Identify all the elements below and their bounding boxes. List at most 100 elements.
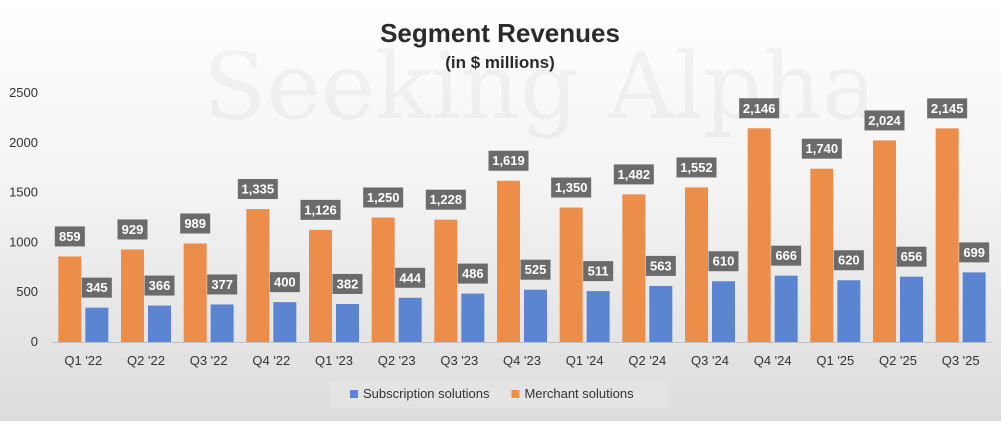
subscription-data-label: 666 <box>775 248 797 263</box>
merchant-data-label: 2,145 <box>931 101 964 116</box>
subscription-solutions-bar <box>85 307 109 342</box>
merchant-data-label-box <box>739 98 780 119</box>
subscription-solutions-bar <box>398 297 422 342</box>
merchant-solutions-bar <box>873 140 896 342</box>
subscription-solutions-bar <box>336 303 359 342</box>
merchant-solutions-bar <box>121 249 144 342</box>
merchant-data-label-box <box>237 179 278 200</box>
x-axis: Q1 '22 Q2 '22 Q3 '22 Q4 '22 Q1 '23 Q2 '23 Q3 '… <box>52 342 992 368</box>
legend-label: Merchant solutions <box>524 386 634 401</box>
subscription-solutions-bar <box>586 291 610 342</box>
subscription-data-label-box <box>896 246 927 267</box>
subscription-data-label: 563 <box>650 258 672 273</box>
subscription-data-label-box <box>833 250 864 271</box>
subscription-data-label-box <box>708 251 739 272</box>
merchant-data-label: 1,335 <box>242 182 275 197</box>
legend-box <box>330 381 668 408</box>
y-tick-label: 500 <box>16 284 38 299</box>
merchant-solutions-bar <box>183 243 207 342</box>
merchant-data-label: 2,146 <box>743 101 776 116</box>
y-tick-label: 1500 <box>9 185 38 200</box>
subscription-data-label: 366 <box>149 278 171 293</box>
watermark: Seeking Alpha <box>203 33 876 140</box>
merchant-solutions-bar <box>58 256 82 342</box>
merchant-data-label-box <box>676 157 717 178</box>
subscription-data-label: 525 <box>525 262 547 277</box>
merchant-solutions-bar <box>371 217 395 342</box>
merchant-solutions-bar <box>622 194 646 342</box>
merchant-data-label: 1,350 <box>555 180 588 195</box>
subscription-data-label: 444 <box>399 270 421 285</box>
merchant-data-label-box <box>180 213 211 234</box>
merchant-data-label: 989 <box>184 216 206 231</box>
merchant-data-label-box <box>363 187 404 208</box>
merchant-solutions-bar <box>434 219 458 342</box>
y-tick-label: 1000 <box>9 234 38 249</box>
subscription-data-label: 699 <box>963 245 985 260</box>
x-tick-label: Q1 '23 <box>315 353 353 368</box>
merchant-solutions-bar <box>559 207 583 342</box>
y-tick-label: 2500 <box>9 85 38 100</box>
subscription-data-label: 656 <box>901 249 923 264</box>
x-tick-label: Q3 '24 <box>691 353 729 368</box>
legend: Subscription solutions Merchant solutions <box>330 381 668 408</box>
subscription-solutions-bar <box>900 276 923 342</box>
merchant-data-label-box <box>801 138 842 159</box>
subscription-solutions-bar <box>210 304 234 342</box>
x-tick-label: Q2 '24 <box>628 353 666 368</box>
x-tick-label: Q4 '24 <box>754 353 792 368</box>
subscription-solutions-bar <box>837 280 861 342</box>
subscription-data-label: 345 <box>86 280 108 295</box>
subscription-data-label: 377 <box>211 277 233 292</box>
merchant-data-label: 2,024 <box>868 113 901 128</box>
merchant-data-label: 1,552 <box>680 160 713 175</box>
subscription-data-label-box <box>457 263 488 284</box>
merchant-solutions-bar <box>246 209 270 342</box>
legend-swatch <box>350 390 358 398</box>
x-tick-label: Q2 '23 <box>378 353 416 368</box>
subscription-data-label-box <box>332 273 363 294</box>
data-labels: 859 345 929 366 989 377 1,335 400 1,126 382 1,250 4… <box>54 98 990 298</box>
merchant-data-label-box <box>117 219 148 240</box>
merchant-data-label-box <box>613 164 654 185</box>
bars <box>58 128 986 342</box>
x-tick-label: Q2 '22 <box>127 353 165 368</box>
merchant-solutions-bar <box>309 229 332 342</box>
subscription-data-label-box <box>583 261 614 282</box>
subscription-data-label: 382 <box>337 276 359 291</box>
x-tick-label: Q1 '25 <box>816 353 854 368</box>
merchant-solutions-bar <box>497 180 520 342</box>
y-tick-label: 0 <box>31 334 38 349</box>
y-axis: 0 500 1000 1500 2000 2500 <box>9 85 38 349</box>
subscription-data-label-box <box>959 242 990 263</box>
legend-swatch <box>511 390 520 398</box>
merchant-data-label: 1,619 <box>492 153 525 168</box>
chart-title: Segment Revenues <box>380 18 620 48</box>
x-tick-label: Q1 '24 <box>566 353 604 368</box>
subscription-data-label: 486 <box>462 266 484 281</box>
subscription-solutions-bar <box>524 289 547 342</box>
merchant-solutions-bar <box>810 168 834 342</box>
subscription-solutions-bar <box>649 285 673 342</box>
merchant-data-label: 1,126 <box>304 202 337 217</box>
merchant-data-label-box <box>488 150 529 171</box>
subscription-data-label: 620 <box>838 253 860 268</box>
subscription-data-label-box <box>645 255 676 276</box>
subscription-data-label-box <box>144 275 175 296</box>
subscription-data-label-box <box>269 272 300 293</box>
merchant-solutions-bar <box>747 128 771 342</box>
subscription-solutions-bar <box>962 272 986 342</box>
merchant-data-label-box <box>927 98 968 119</box>
merchant-solutions-bar <box>935 128 959 342</box>
subscription-data-label: 511 <box>588 264 609 279</box>
merchant-data-label: 859 <box>59 229 81 244</box>
x-tick-label: Q4 '22 <box>252 353 290 368</box>
x-tick-label: Q4 '23 <box>503 353 541 368</box>
x-tick-label: Q1 '22 <box>64 353 102 368</box>
subscription-solutions-bar <box>774 275 798 342</box>
merchant-data-label: 1,250 <box>367 190 400 205</box>
subscription-data-label-box <box>81 277 112 298</box>
y-tick-label: 2000 <box>9 135 38 150</box>
x-tick-label: Q3 '23 <box>440 353 478 368</box>
